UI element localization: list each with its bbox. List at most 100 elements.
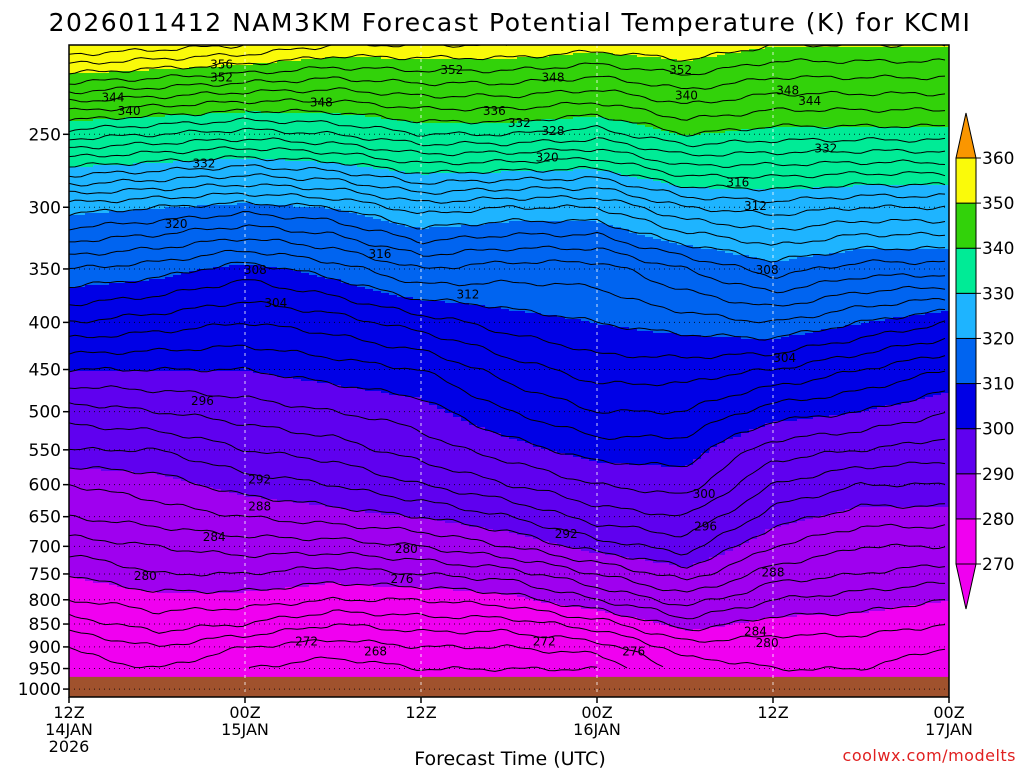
field-band [301,45,310,60]
field-band [365,289,374,392]
field-band [141,591,150,697]
field-band [301,161,310,208]
field-band [277,113,286,160]
field-band [629,45,638,56]
field-band [141,209,150,282]
field-band [925,127,934,186]
field-band [429,519,438,590]
field-band [877,611,886,697]
field-band [813,127,822,188]
contour-label: 336 [483,104,506,118]
field-band [877,249,886,322]
isentrope-288K [69,484,946,581]
field-band [325,583,334,697]
field-band [277,377,286,502]
field-band [677,629,686,697]
field-band [349,285,358,388]
isentrope-336K [69,127,946,157]
field-band [325,45,334,58]
field-band [845,45,854,48]
field-band [405,227,414,298]
field-band [285,269,294,378]
time-tick-label: 15JAN [221,720,269,739]
field-band [581,321,590,460]
field-band [901,127,910,186]
field-band [877,321,886,408]
field-band [653,129,662,182]
field-band [173,45,182,70]
field-band [933,395,942,508]
field-band [77,215,86,288]
field-band [605,225,614,326]
field-band [725,131,734,190]
field-band [141,281,150,372]
field-band [421,519,430,590]
isentrope-312K [69,249,946,324]
field-band [133,371,142,474]
field-band [285,205,294,270]
field-band [557,545,566,606]
field-band [685,335,694,466]
field-band [421,301,430,402]
field-band [605,613,614,697]
field-band [885,609,894,697]
field-band [805,333,814,420]
field-band [517,171,526,222]
time-tick-label: 17JAN [925,720,973,739]
field-band [589,553,598,610]
field-band [253,111,262,160]
field-band [661,59,670,132]
field-band [725,625,734,697]
field-band [165,207,174,278]
isentrope-308K [69,279,946,360]
field-band [861,613,870,697]
field-band [501,437,510,532]
isentrope-270K [248,656,598,672]
colorbar-label: 340 [982,239,1014,259]
isentrope-300K [69,366,946,468]
field-band [749,339,758,430]
field-band [709,189,718,250]
field-band [309,585,318,697]
field-band [285,61,294,114]
contour-label: 280 [395,542,418,556]
field-band [725,253,734,338]
field-band [925,185,934,250]
field-band [557,55,566,120]
field-band [653,239,662,334]
contour-label: 352 [440,63,463,77]
field-band [325,209,334,280]
field-band [245,371,254,498]
field-band [821,515,830,616]
field-band [101,285,110,372]
field-band [333,163,342,210]
field-band [637,125,646,180]
field-band [645,331,654,466]
field-band [485,223,494,308]
field-band [661,131,670,184]
field-band [301,273,310,382]
field-band [925,249,934,314]
contour-label: 296 [191,394,214,408]
field-band [789,47,798,128]
field-band [389,171,398,224]
field-band [133,163,142,210]
field-band [349,511,358,586]
field-band [589,169,598,222]
field-band [373,57,382,118]
field-band [765,617,774,697]
contour-label: 312 [456,287,479,301]
field-band [709,249,718,338]
contour-label: 284 [744,625,767,639]
field-band [869,611,878,697]
field-band [941,45,949,48]
colorbar-band-350 [955,157,977,204]
pressure-tick-label: 1000 [18,680,61,700]
field-band [277,45,286,62]
colorbar-band-280 [955,473,977,520]
field-band [453,123,462,174]
field-band [101,119,110,166]
field-band [141,117,150,164]
field-band [189,271,198,372]
field-band [717,627,726,697]
